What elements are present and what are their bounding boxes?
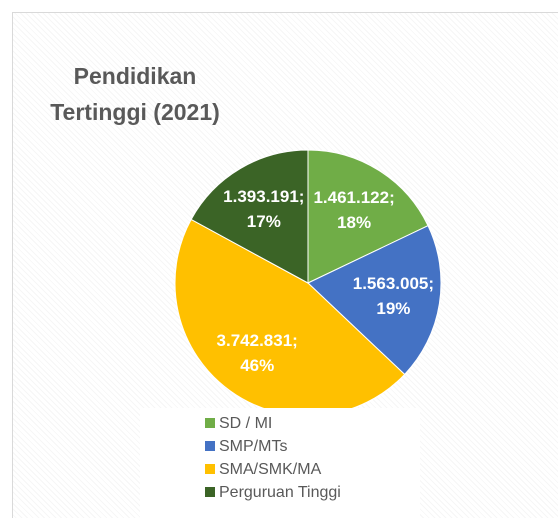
chart-title: Pendidikan Tertinggi (2021) (50, 63, 220, 125)
legend-item: SMA/SMK/MA (205, 458, 321, 481)
legend-item: SMP/MTs (205, 435, 287, 458)
legend-swatch (205, 464, 215, 474)
legend-swatch (205, 487, 215, 497)
data-label: 3.742.831; 46% (216, 330, 298, 375)
legend-swatch (205, 441, 215, 451)
legend: SD / MI SMP/MTs SMA/SMK/MA Perguruan Tinggi (140, 408, 420, 518)
pie-slice (307, 149, 429, 284)
legend-label: SMP/MTs (219, 438, 288, 455)
pie-slice (190, 149, 309, 284)
pie-slice (307, 224, 442, 376)
legend-label: SD / MI (219, 415, 273, 432)
data-label: 1.393.191; 17% (223, 186, 305, 231)
data-label: 1.461.122; 18% (313, 187, 395, 232)
legend-item: SD / MI (205, 412, 272, 435)
legend-swatch (205, 418, 215, 428)
legend-label: Perguruan Tinggi (219, 484, 341, 501)
legend-item: Perguruan Tinggi (205, 481, 341, 504)
pie-slice (174, 218, 406, 417)
legend-label: SMA/SMK/MA (219, 461, 322, 478)
data-label: 1.563.005; 19% (352, 274, 435, 319)
